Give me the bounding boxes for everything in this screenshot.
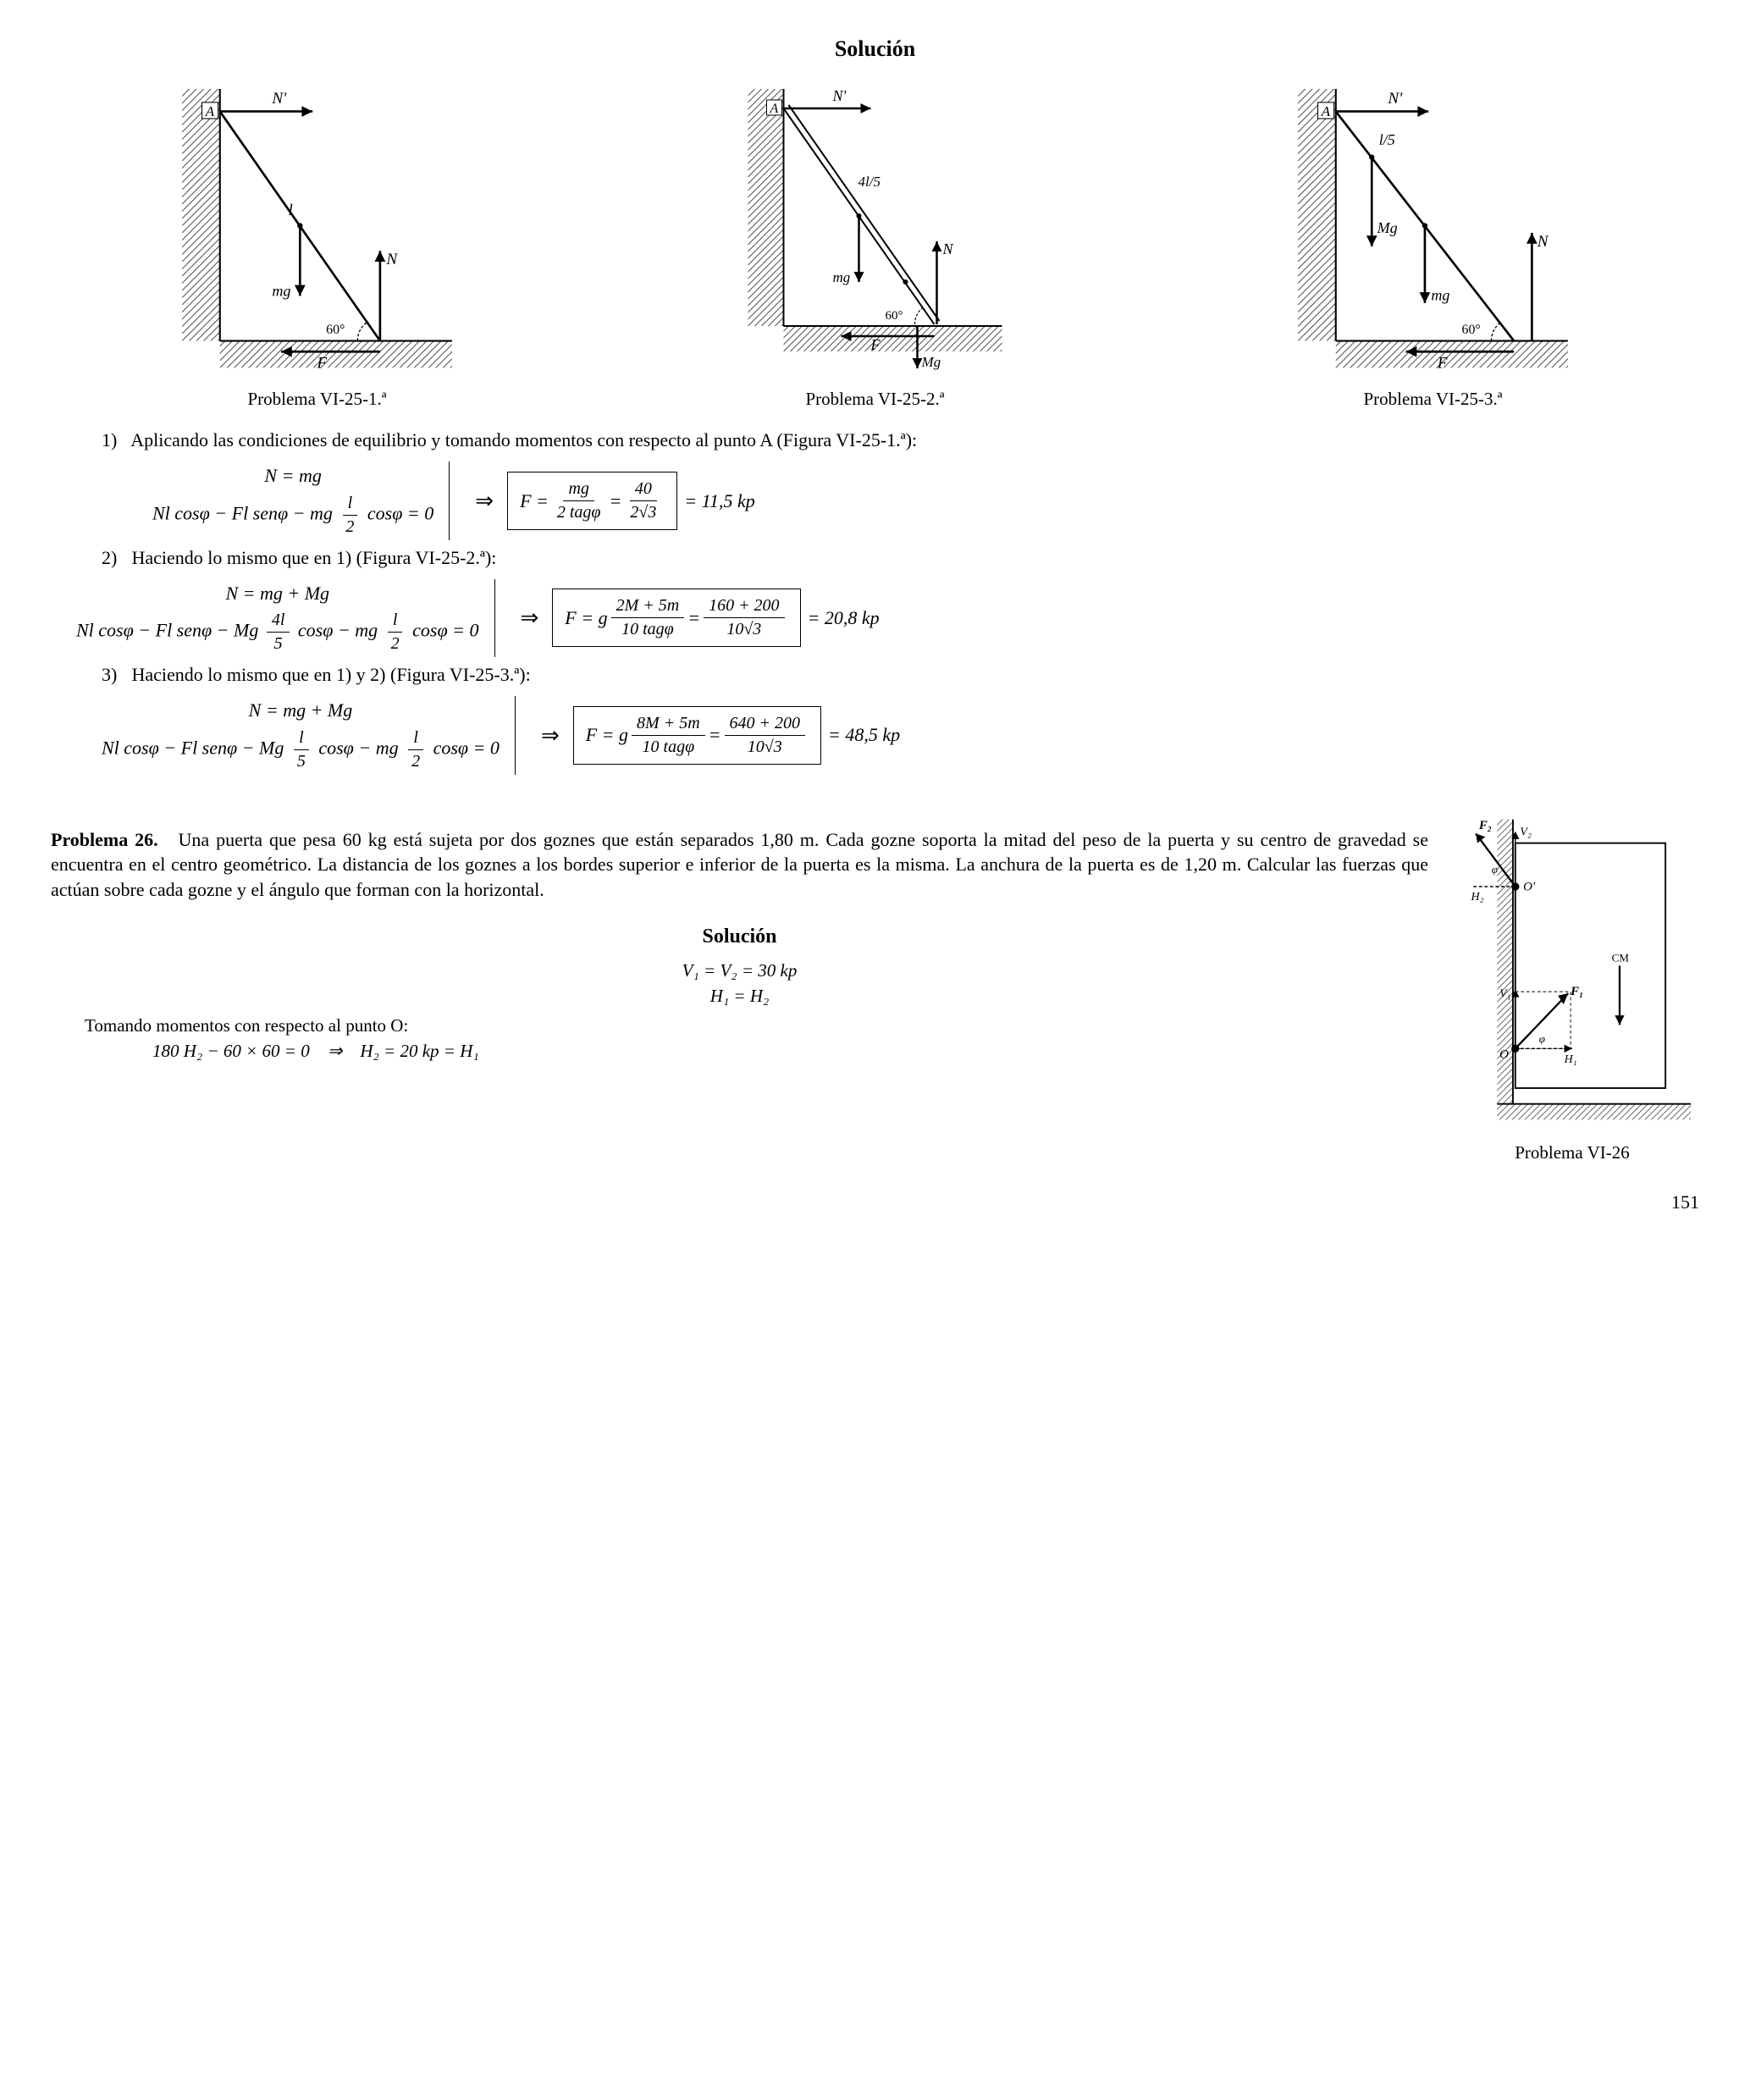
page-number: 151 [51,1190,1699,1215]
result-value: = 11,5 kp [684,489,754,514]
figure-3: A N' l/5 Mg mg N [1167,89,1699,411]
eq-left-block: N = mg Nl cosφ − Fl senφ − mg l2 cosφ = … [152,461,450,540]
svg-text:Mg: Mg [921,354,941,370]
svg-text:V₂: V₂ [1520,826,1532,838]
result-value: = 20,8 kp [808,605,880,631]
item-text: Haciendo lo mismo que en 1) (Figura VI-2… [132,547,497,568]
figure-1-diagram: A N' l mg N 60° [51,89,583,377]
solution-26-title: Solución [51,923,1428,950]
solution-25-item-2: 2) Haciendo lo mismo que en 1) (Figura V… [102,545,1665,571]
solution-text: Tomando momentos con respecto al punto O… [85,1014,1428,1037]
svg-text:A: A [205,103,215,119]
svg-text:φ: φ [1539,1031,1545,1044]
item-number: 2) [102,545,127,571]
svg-text:CM: CM [1612,951,1630,964]
svg-text:H₁: H₁ [1564,1053,1577,1066]
svg-text:l/5: l/5 [1379,131,1395,148]
eq-left-block: N = mg + Mg Nl cosφ − Fl senφ − Mg 4l5 c… [76,579,495,658]
svg-text:60°: 60° [886,309,903,323]
item-number: 1) [102,428,127,453]
svg-text:F: F [317,354,328,372]
svg-text:4l/5: 4l/5 [858,174,881,190]
svg-text:mg: mg [1431,287,1449,304]
svg-text:mg: mg [272,282,290,299]
eq-line: N = mg [264,463,321,489]
implies-arrow: ⇒ [521,603,539,633]
svg-text:V₁: V₁ [1499,987,1510,1000]
svg-text:A: A [770,102,779,116]
item-number: 3) [102,662,127,688]
svg-text:H₂: H₂ [1471,890,1484,903]
svg-text:φ: φ [1492,863,1498,876]
svg-text:F₂: F₂ [1478,818,1492,832]
eq-line: Nl cosφ − Fl senφ − Mg l5 cosφ − mg l2 c… [102,727,500,773]
section-title: Solución [51,34,1699,64]
figure-1-caption: Problema VI-25-1.ª [247,387,386,411]
equation-row-1: N = mg Nl cosφ − Fl senφ − mg l2 cosφ = … [152,461,1665,540]
figure-3-diagram: A N' l/5 Mg mg N [1167,89,1699,377]
eq-line: Nl cosφ − Fl senφ − Mg 4l5 cosφ − mg l2 … [76,609,479,655]
svg-text:O: O [1499,1047,1509,1061]
boxed-result: F = mg2 tagφ = 402√3 [507,472,677,530]
solution-25: 1) Aplicando las condiciones de equilibr… [102,428,1665,774]
problem-26-title: Problema 26. [51,829,158,850]
equation-row-2: N = mg + Mg Nl cosφ − Fl senφ − Mg 4l5 c… [76,579,1665,658]
svg-text:N: N [1537,233,1549,251]
eq-line: N = mg + Mg [225,581,329,606]
svg-text:mg: mg [833,269,851,285]
boxed-result: F = g 2M + 5m10 tagφ = 160 + 20010√3 [552,589,800,647]
figures-row: A N' l mg N 60° [51,89,1699,411]
problem-26-text-col: Problema 26. Una puerta que pesa 60 kg e… [51,809,1428,1065]
figure-2-diagram: A N' 4l/5 mg Mg [609,89,1141,377]
svg-text:O': O' [1523,880,1536,893]
eq-line: 180 H₂ − 60 × 60 = 0 ⇒ H₂ = 20 kp = H₁ [152,1039,1428,1063]
figure-2-caption: Problema VI-25-2.ª [805,387,944,411]
eq-line: N = mg + Mg [249,698,353,723]
problem-26: Problema 26. Una puerta que pesa 60 kg e… [51,809,1699,1164]
implies-arrow: ⇒ [475,486,494,516]
figure-1: A N' l mg N 60° [51,89,583,411]
problem-26-body: Una puerta que pesa 60 kg está sujeta po… [51,829,1428,900]
svg-text:l: l [289,202,293,219]
equation-row-3: N = mg + Mg Nl cosφ − Fl senφ − Mg l5 co… [102,696,1665,775]
item-text: Aplicando las condiciones de equilibrio … [130,429,917,450]
solution-25-item-1: 1) Aplicando las condiciones de equilibr… [102,428,1665,453]
result-value: = 48,5 kp [828,722,900,748]
svg-text:60°: 60° [1462,323,1481,337]
problem-26-figure: O' O V₂ H₂ F₂ φ V₁ H₁ F₁ φ [1445,809,1699,1164]
svg-text:N': N' [271,90,287,108]
solution-25-item-3: 3) Haciendo lo mismo que en 1) y 2) (Fig… [102,662,1665,688]
item-text: Haciendo lo mismo que en 1) y 2) (Figura… [132,664,531,685]
svg-text:N': N' [832,89,847,104]
svg-text:A: A [1321,103,1331,119]
problem-26-figure-caption: Problema VI-26 [1515,1141,1630,1164]
figure-3-caption: Problema VI-25-3.ª [1363,387,1502,411]
svg-text:F: F [1437,354,1448,372]
boxed-result: F = g 8M + 5m10 tagφ = 640 + 20010√3 [573,706,821,765]
implies-arrow: ⇒ [541,721,560,750]
svg-text:60°: 60° [326,323,345,337]
svg-text:N: N [942,240,954,257]
solution-26-body: V₁ = V₂ = 30 kp H₁ = H₂ Tomando momentos… [51,959,1428,1063]
svg-text:F₁: F₁ [1570,984,1583,998]
problem-26-statement: Problema 26. Una puerta que pesa 60 kg e… [51,827,1428,903]
eq-left-block: N = mg + Mg Nl cosφ − Fl senφ − Mg l5 co… [102,696,516,775]
eq-line: H₁ = H₂ [51,984,1428,1008]
eq-line: V₁ = V₂ = 30 kp [51,959,1428,982]
figure-2: A N' 4l/5 mg Mg [609,89,1141,411]
svg-text:Mg: Mg [1377,219,1398,236]
svg-text:N: N [385,251,398,268]
svg-text:N': N' [1387,90,1403,108]
eq-line: Nl cosφ − Fl senφ − mg l2 cosφ = 0 [152,492,433,539]
svg-text:F: F [870,336,881,353]
